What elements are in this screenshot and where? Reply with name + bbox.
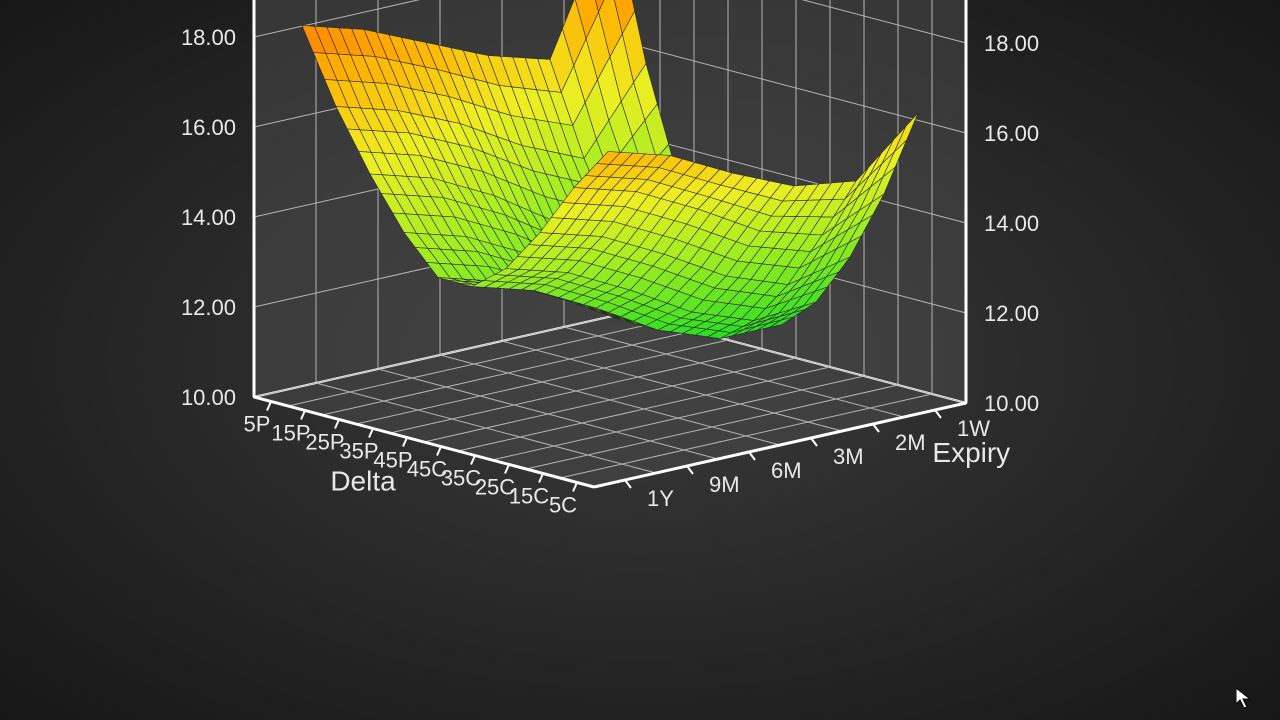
expiry-tick-mark: [687, 466, 693, 474]
z-tick-label-right: 14.00: [984, 211, 1039, 236]
delta-tick-mark: [471, 456, 475, 465]
delta-tick-mark: [267, 402, 271, 411]
z-tick-label-left: 16.00: [181, 115, 236, 140]
expiry-tick-label: 6M: [771, 458, 802, 483]
z-tick-label-left: 10.00: [181, 385, 236, 410]
z-tick-label-left: 18.00: [181, 25, 236, 50]
delta-tick-mark: [437, 447, 441, 456]
expiry-tick-mark: [749, 452, 755, 460]
expiry-tick-mark: [873, 424, 879, 432]
z-tick-label-right: 16.00: [984, 121, 1039, 146]
delta-tick-label: 15C: [509, 484, 549, 509]
delta-tick-mark: [301, 411, 305, 420]
delta-tick-mark: [573, 483, 577, 492]
delta-tick-label: 5P: [244, 412, 271, 437]
delta-tick-mark: [369, 429, 373, 438]
expiry-tick-mark: [811, 438, 817, 446]
expiry-tick-label: 2M: [895, 430, 926, 455]
delta-tick-mark: [505, 465, 509, 474]
delta-tick-mark: [539, 474, 543, 483]
z-tick-label-right: 10.00: [984, 391, 1039, 416]
delta-tick-label: 5C: [549, 493, 577, 518]
z-tick-label-left: 12.00: [181, 295, 236, 320]
z-tick-label-left: 14.00: [181, 205, 236, 230]
delta-tick-mark: [335, 420, 339, 429]
expiry-tick-label: 1Y: [647, 486, 674, 511]
vol-surface-3d-chart[interactable]: 10.0012.0014.0016.0018.0020.0010.0012.00…: [0, 0, 1280, 720]
expiry-tick-mark: [935, 410, 941, 418]
chart-stage: 10.0012.0014.0016.0018.0020.0010.0012.00…: [0, 0, 1280, 720]
expiry-axis-label: Expiry: [932, 437, 1010, 468]
delta-tick-mark: [403, 438, 407, 447]
delta-axis-label: Delta: [330, 466, 396, 497]
z-tick-label-right: 18.00: [984, 31, 1039, 56]
z-tick-label-right: 12.00: [984, 301, 1039, 326]
expiry-tick-label: 9M: [709, 472, 740, 497]
expiry-tick-mark: [625, 480, 631, 488]
expiry-tick-label: 3M: [833, 444, 864, 469]
